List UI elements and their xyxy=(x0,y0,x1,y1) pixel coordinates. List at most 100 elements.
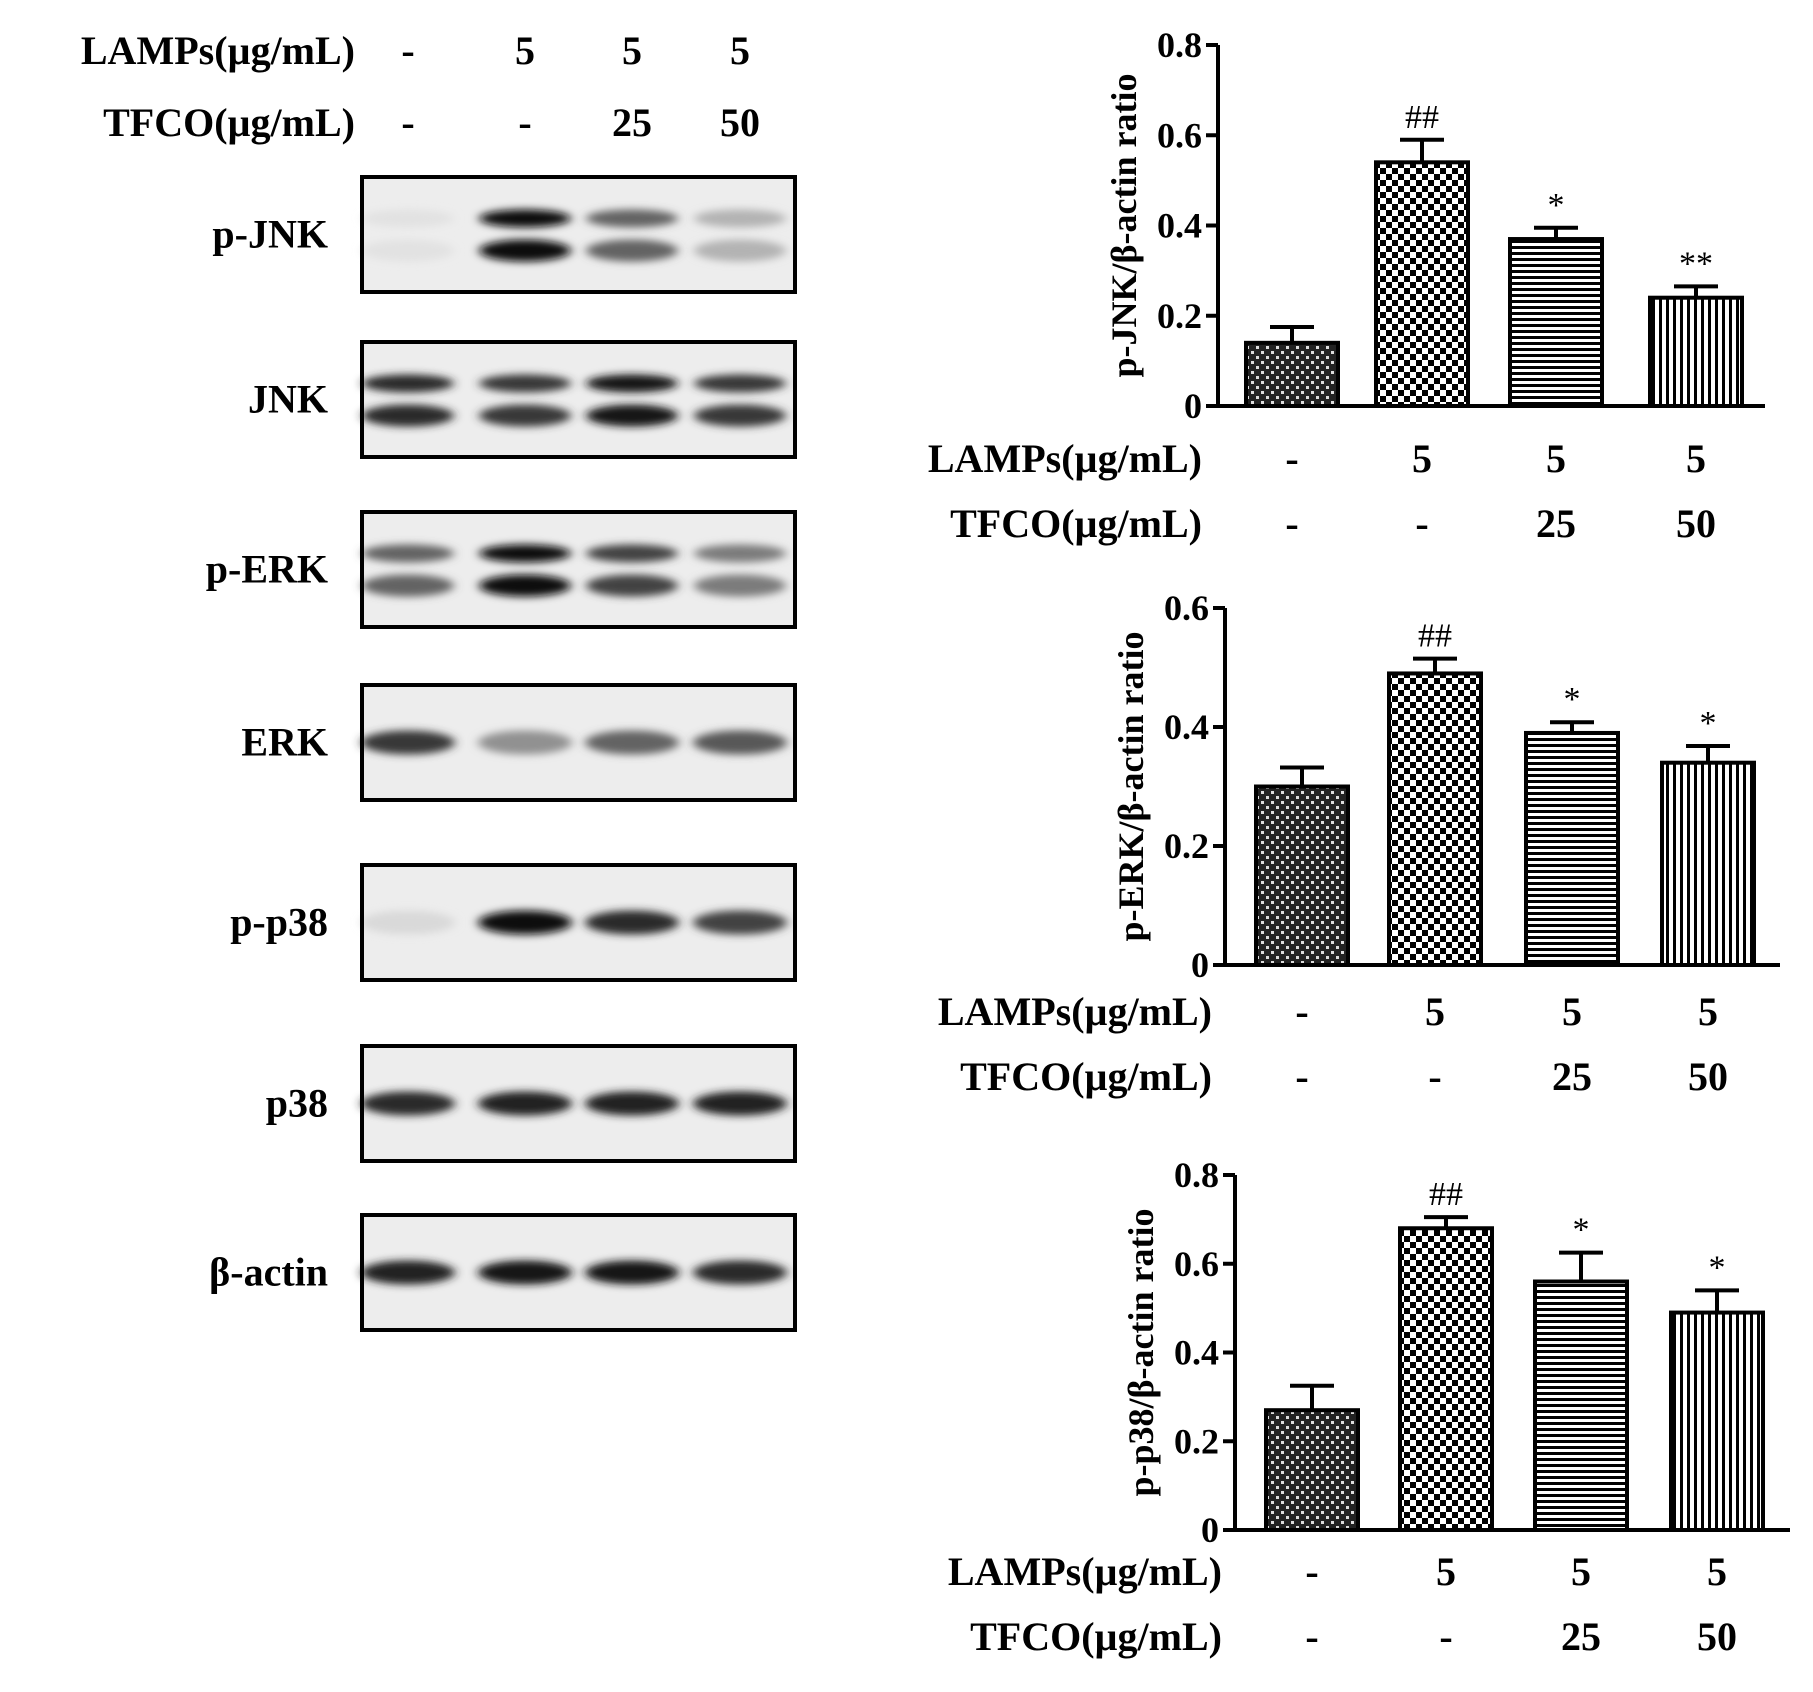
chart-tfco-value: 50 xyxy=(1688,1054,1728,1099)
y-axis-title: p-ERK/β-actin ratio xyxy=(1111,632,1151,942)
y-tick-label: 0.2 xyxy=(1164,826,1209,866)
chart-p-erk: 0 0.2 0.4 0.6 p-ERK/β-actin ratio ## * * LAMPs(µ… xyxy=(938,588,1780,1099)
y-tick-label: 0.8 xyxy=(1157,25,1202,65)
significance-marker: ## xyxy=(1405,99,1439,136)
chart-lamps-value: 5 xyxy=(1546,436,1566,481)
significance-marker: * xyxy=(1548,187,1565,224)
blot-tfco-value: 25 xyxy=(612,100,652,145)
chart-tfco-value: - xyxy=(1428,1054,1441,1099)
blot-band xyxy=(586,209,678,228)
y-axis-title: p-JNK/β-actin ratio xyxy=(1104,74,1144,378)
blot-band xyxy=(361,1260,455,1285)
y-tick-label: 0.8 xyxy=(1174,1155,1219,1195)
blot-panel-label: β-actin xyxy=(209,1250,328,1295)
blot-band xyxy=(693,1260,787,1285)
chart-tfco-value: - xyxy=(1295,1054,1308,1099)
blot-panel-label: p-ERK xyxy=(206,547,328,592)
chart-lamps-value: 5 xyxy=(1571,1549,1591,1594)
blot-tfco-label: TFCO(µg/mL) xyxy=(103,100,355,145)
significance-marker: * xyxy=(1564,681,1581,718)
blot-panel: p-p38 xyxy=(230,863,797,982)
chart-lamps-value: 5 xyxy=(1436,1549,1456,1594)
chart-lamps-value: - xyxy=(1285,436,1298,481)
bar xyxy=(1264,1408,1360,1532)
blot-band xyxy=(479,544,571,563)
blot-band xyxy=(694,209,786,228)
chart-lamps-value: - xyxy=(1295,989,1308,1034)
blot-band xyxy=(362,239,454,262)
chart-tfco-value: - xyxy=(1415,501,1428,546)
blot-lamps-value: 5 xyxy=(730,28,750,73)
y-tick-label: 0.2 xyxy=(1174,1421,1219,1461)
y-tick-label: 0.6 xyxy=(1174,1244,1219,1284)
blot-band xyxy=(362,404,454,427)
blot-band xyxy=(362,574,454,597)
chart-p-p38: 0 0.2 0.4 0.6 0.8 p-p38/β-actin ratio ## * * LAMP… xyxy=(948,1155,1790,1659)
blot-lamps-value: - xyxy=(401,28,414,73)
blot-band xyxy=(693,1091,787,1116)
blot-band xyxy=(478,1260,572,1285)
blot-membrane xyxy=(362,177,795,292)
bar xyxy=(1660,760,1756,968)
bar xyxy=(1508,237,1604,408)
significance-marker: * xyxy=(1700,705,1717,742)
y-tick-label: 0 xyxy=(1191,945,1209,985)
chart-lamps-label: LAMPs(µg/mL) xyxy=(928,436,1202,481)
blot-panel-frame xyxy=(360,863,797,982)
blot-band xyxy=(586,404,678,427)
chart-lamps-label: LAMPs(µg/mL) xyxy=(938,989,1212,1034)
blot-band xyxy=(585,1091,679,1116)
bar xyxy=(1254,784,1350,967)
bar xyxy=(1244,340,1340,409)
blot-band xyxy=(585,730,679,755)
blot-band xyxy=(479,239,571,262)
blot-band xyxy=(479,374,571,393)
blot-panel: p-JNK xyxy=(212,175,797,294)
bar xyxy=(1387,671,1483,967)
blot-band xyxy=(478,1091,572,1116)
blot-lamps-value: 5 xyxy=(622,28,642,73)
blot-panel-frame xyxy=(360,683,797,802)
chart-lamps-label: LAMPs(µg/mL) xyxy=(948,1549,1222,1594)
blot-band xyxy=(694,574,786,597)
significance-marker: * xyxy=(1709,1249,1726,1286)
blot-band xyxy=(361,730,455,755)
significance-marker: ## xyxy=(1429,1176,1463,1213)
blot-conditions: LAMPs(µg/mL) TFCO(µg/mL) - 5 5 5 - - 25 50 xyxy=(81,28,760,145)
chart-lamps-value: 5 xyxy=(1412,436,1432,481)
blot-membrane xyxy=(362,342,795,457)
y-tick-label: 0.4 xyxy=(1157,206,1202,246)
bar xyxy=(1398,1226,1494,1532)
western-blot: p-JNK JNK p-ERK ERK p-p38 p38 β-actin xyxy=(206,175,797,1332)
blot-band xyxy=(694,239,786,262)
y-tick-label: 0 xyxy=(1184,386,1202,426)
chart-lamps-value: - xyxy=(1305,1549,1318,1594)
blot-band xyxy=(694,404,786,427)
blot-band xyxy=(694,374,786,393)
blot-panel-label: JNK xyxy=(248,377,328,422)
chart-tfco-value: 50 xyxy=(1676,501,1716,546)
chart-tfco-label: TFCO(µg/mL) xyxy=(970,1614,1222,1659)
blot-panel: ERK xyxy=(241,683,797,802)
blot-band xyxy=(694,544,786,563)
bar xyxy=(1524,730,1620,968)
significance-marker: * xyxy=(1573,1212,1590,1249)
blot-band xyxy=(586,544,678,563)
blot-lamps-label: LAMPs(µg/mL) xyxy=(81,28,355,73)
blot-membrane xyxy=(362,512,795,627)
chart-tfco-value: - xyxy=(1439,1614,1452,1659)
y-axis-title: p-p38/β-actin ratio xyxy=(1121,1209,1161,1497)
blot-panel-frame xyxy=(360,510,797,629)
blot-band xyxy=(362,544,454,563)
blot-tfco-value: - xyxy=(518,100,531,145)
y-tick-label: 0.2 xyxy=(1157,296,1202,336)
blot-panel: JNK xyxy=(248,340,797,459)
blot-band xyxy=(586,374,678,393)
chart-tfco-value: - xyxy=(1305,1614,1318,1659)
blot-band xyxy=(362,374,454,393)
chart-lamps-value: 5 xyxy=(1698,989,1718,1034)
blot-band xyxy=(586,239,678,262)
blot-panel-frame xyxy=(360,1044,797,1163)
chart-p-jnk: 00.20.40.60.8p-JNK/β-actin ratio ##***LAM… xyxy=(928,25,1765,546)
y-tick-label: 0.4 xyxy=(1164,707,1209,747)
